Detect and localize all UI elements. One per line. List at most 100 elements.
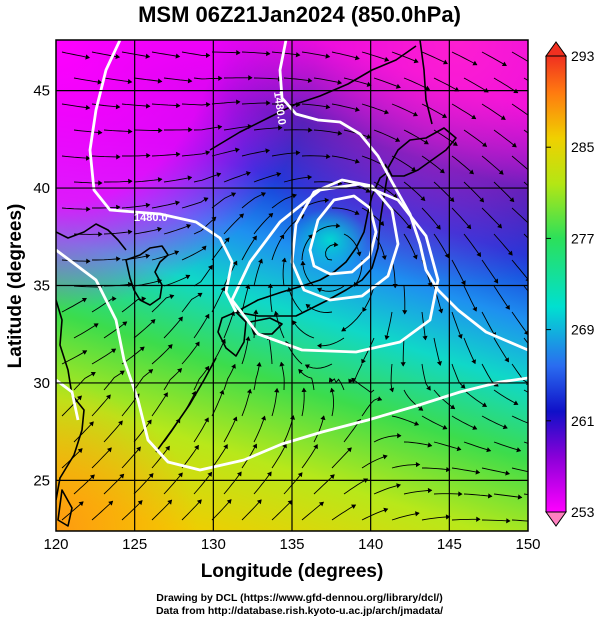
streamline: [511, 259, 528, 280]
streamline-arrowhead: [501, 61, 507, 66]
longitude-tick-labels: 120 125 130 135 140 145 150: [43, 536, 540, 553]
streamline-arrowhead: [329, 387, 335, 393]
streamline-arrowhead: [511, 142, 517, 148]
streamline: [343, 233, 361, 256]
streamline-arrowhead: [395, 83, 401, 89]
streamline: [463, 285, 477, 312]
streamline: [511, 519, 528, 522]
streamline: [193, 314, 210, 339]
contour-west: [56, 248, 528, 472]
streamline: [181, 103, 210, 106]
streamline: [151, 103, 180, 107]
streamline-arrowhead: [415, 461, 421, 468]
streamline: [253, 362, 261, 391]
streamline-arrowhead: [118, 420, 123, 426]
streamline: [463, 441, 491, 452]
streamline-arrowhead: [328, 377, 334, 383]
contour-north: [278, 40, 528, 352]
streamline: [253, 127, 282, 131]
streamline: [91, 500, 114, 521]
streamline: [403, 233, 418, 260]
y-tick-label: 45: [33, 83, 50, 100]
streamline-arrowhead: [540, 250, 544, 254]
streamline-arrowhead: [236, 471, 242, 477]
streamline: [317, 285, 345, 292]
streamline: [481, 467, 510, 475]
streamline: [481, 311, 496, 337]
streamline-arrowhead: [457, 333, 463, 339]
streamline: [343, 478, 368, 495]
plot-frame: [55, 39, 529, 532]
streamline: [223, 125, 252, 131]
streamline: [433, 441, 462, 451]
streamline-arrowhead: [196, 499, 202, 505]
streamline-arrowhead: [128, 128, 133, 135]
streamline-arrowhead: [176, 102, 181, 109]
streamline: [361, 103, 389, 114]
map-title: MSM 06Z21Jan2024 (850.0hPa): [138, 2, 461, 27]
streamline: [211, 499, 232, 521]
streamline: [103, 420, 123, 443]
streamline-arrowhead: [449, 197, 455, 203]
colorbar: 293 285 277 269 261 253: [545, 41, 595, 527]
streamline-arrowhead: [107, 447, 112, 453]
streamline-arrowhead: [245, 171, 251, 177]
streamline-arrowhead: [295, 52, 301, 58]
streamline: [61, 51, 90, 59]
streamline-arrowhead: [260, 192, 266, 197]
streamline: [193, 472, 213, 495]
streamline-arrowhead: [177, 368, 183, 373]
streamline: [451, 518, 480, 521]
streamline-arrowhead: [418, 406, 424, 411]
streamline: [283, 129, 313, 131]
streamline: [373, 129, 400, 142]
streamline-arrowhead: [187, 78, 193, 84]
contour-label-north: 1480.0: [271, 91, 288, 126]
streamline: [211, 444, 228, 469]
streamline: [193, 126, 222, 131]
streamline-arrowhead: [384, 109, 389, 115]
streamline: [133, 129, 162, 131]
streamline: [223, 213, 244, 235]
streamline: [121, 204, 150, 209]
streamline: [103, 473, 125, 495]
coast-hokkaido: [387, 127, 457, 177]
streamline-arrowhead: [354, 55, 360, 61]
streamline: [91, 447, 112, 469]
streamline-arrowhead: [256, 362, 262, 367]
streamline-arrowhead: [116, 154, 121, 160]
streamline: [451, 207, 472, 229]
streamline: [433, 337, 441, 366]
streamline: [181, 245, 207, 261]
streamline: [403, 489, 432, 495]
streamline: [133, 369, 153, 391]
streamline: [433, 233, 450, 259]
streamline-arrowhead: [354, 210, 360, 215]
streamline-arrowhead: [252, 443, 258, 449]
streamline-arrowhead: [77, 448, 83, 454]
streamline: [403, 285, 406, 315]
contour-low-1: [308, 194, 378, 276]
streamline-arrowhead: [105, 394, 111, 400]
streamline-arrowhead: [381, 255, 387, 261]
streamline: [283, 472, 303, 495]
streamline-arrowhead: [253, 309, 259, 315]
streamline: [493, 337, 509, 363]
streamline-arrowhead: [206, 52, 211, 59]
streamline-arrowhead: [426, 385, 431, 391]
streamline-arrowhead: [472, 60, 478, 66]
streamline: [301, 234, 313, 261]
streamline: [493, 389, 519, 405]
streamline-arrowhead: [268, 213, 274, 218]
streamline-arrowhead: [220, 286, 226, 292]
streamline-arrowhead: [232, 416, 238, 422]
streamline-arrowhead: [307, 77, 313, 83]
streamline-arrowhead: [341, 326, 347, 332]
x-tick-label: 150: [515, 536, 540, 553]
streamline-arrowhead: [427, 487, 433, 494]
streamline: [61, 395, 82, 417]
streamline: [92, 258, 121, 261]
contour-labels: 1480.0 1480.0: [134, 91, 288, 224]
streamline: [133, 319, 156, 339]
